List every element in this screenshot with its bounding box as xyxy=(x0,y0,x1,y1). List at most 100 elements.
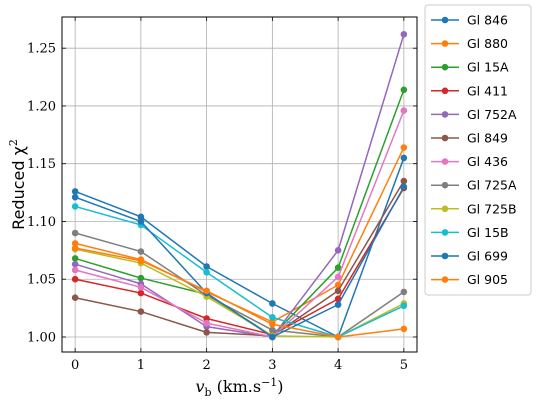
x-tick-label: 0 xyxy=(71,358,79,373)
legend-label: Gl 725B xyxy=(467,201,517,216)
legend-entry: Gl 849 xyxy=(431,131,508,146)
legend-label: Gl 880 xyxy=(467,36,508,51)
x-tick-label: 3 xyxy=(268,358,276,373)
data-point xyxy=(137,248,145,255)
legend-label: Gl 725A xyxy=(467,178,517,193)
y-tick-label: 1.15 xyxy=(27,157,56,172)
series-line xyxy=(75,247,404,338)
data-point xyxy=(71,229,79,237)
data-point xyxy=(400,183,408,191)
legend-label: Gl 752A xyxy=(467,107,517,122)
legend-marker xyxy=(441,181,449,189)
legend-entry: Gl 15A xyxy=(431,60,509,75)
legend-marker xyxy=(441,40,449,47)
data-point xyxy=(137,284,145,291)
x-axis-title: vb (km.s−1) xyxy=(195,376,283,399)
legend-entry: Gl 905 xyxy=(431,272,508,287)
legend-label: Gl 411 xyxy=(467,83,508,98)
data-point xyxy=(71,266,79,274)
data-point xyxy=(71,244,79,252)
series-gl-905 xyxy=(71,244,408,341)
y-tick-label: 1.00 xyxy=(27,330,56,345)
x-tick-label: 5 xyxy=(400,358,408,373)
legend-label: Gl 905 xyxy=(467,272,508,287)
series-line xyxy=(74,34,405,338)
data-point xyxy=(334,273,342,281)
data-point xyxy=(400,288,408,296)
legend-label: Gl 15A xyxy=(467,60,509,75)
legend-entry: Gl 846 xyxy=(431,13,508,28)
data-point xyxy=(334,333,342,341)
data-point xyxy=(400,325,408,333)
data-point xyxy=(400,154,408,162)
legend-marker xyxy=(441,205,449,213)
series-line xyxy=(74,232,405,338)
plot-frame xyxy=(61,16,418,353)
data-point xyxy=(269,314,276,321)
legend-entry: Gl 699 xyxy=(431,249,508,264)
data-point xyxy=(400,86,408,94)
data-point xyxy=(137,274,145,282)
data-point xyxy=(71,275,79,283)
data-point xyxy=(269,326,276,334)
data-point xyxy=(400,31,408,38)
data-point xyxy=(334,287,342,295)
data-point xyxy=(203,268,210,276)
series-line xyxy=(74,205,405,338)
legend-entry: Gl 15B xyxy=(431,225,509,240)
legend-entry: Gl 411 xyxy=(431,83,508,98)
legend: Gl 846 Gl 880 Gl 15A Gl 411 Gl 752A Gl 849 Gl … xyxy=(424,4,532,296)
data-point xyxy=(400,107,408,114)
data-point xyxy=(71,294,79,302)
y-axis-title: Reduced χ2 xyxy=(7,139,28,230)
x-tick-label: 4 xyxy=(334,358,342,373)
y-tick-label: 1.25 xyxy=(27,42,56,57)
legend-label: Gl 849 xyxy=(467,131,508,146)
data-point xyxy=(137,218,145,225)
data-point xyxy=(269,333,276,341)
y-tick-label: 1.20 xyxy=(27,99,56,114)
legend-label: Gl 15B xyxy=(467,225,509,240)
legend-entry: Gl 436 xyxy=(431,154,508,169)
legend-marker xyxy=(441,111,449,118)
legend-label: Gl 436 xyxy=(467,154,508,169)
legend-label: Gl 846 xyxy=(467,13,508,28)
data-point xyxy=(71,260,79,268)
series-line xyxy=(74,110,405,338)
x-tick-label: 1 xyxy=(137,358,145,373)
data-point xyxy=(400,177,408,185)
data-point xyxy=(137,308,145,315)
data-point xyxy=(203,319,210,327)
y-tick-label: 1.10 xyxy=(27,215,56,230)
ticks: 0 1 2 3 4 5 1.00 1.05 1.10 1.15 1.20 1.25 xyxy=(27,17,417,373)
legend-marker xyxy=(441,158,449,165)
data-point xyxy=(137,213,145,221)
data-point xyxy=(400,144,408,151)
series-line xyxy=(74,180,405,337)
data-point xyxy=(334,301,342,308)
data-point xyxy=(71,188,79,195)
data-point xyxy=(269,320,276,328)
legend-marker xyxy=(441,16,449,24)
data-point xyxy=(203,329,210,336)
plot-background xyxy=(62,17,417,352)
data-point xyxy=(400,302,408,310)
legend-entry: Gl 725A xyxy=(431,178,517,193)
data-point xyxy=(71,203,79,210)
data-point xyxy=(334,264,342,271)
legend-label: Gl 699 xyxy=(467,249,508,264)
y-tick-label: 1.05 xyxy=(27,273,56,288)
series-line xyxy=(74,157,405,338)
data-point xyxy=(71,193,79,201)
data-point xyxy=(334,247,342,254)
series-line xyxy=(74,186,405,338)
legend-marker xyxy=(441,276,449,283)
legend-marker xyxy=(441,134,449,142)
data-point xyxy=(203,263,210,270)
legend-marker xyxy=(441,87,449,95)
legend-entry: Gl 725B xyxy=(431,201,517,216)
data-point xyxy=(203,287,210,295)
data-point xyxy=(137,289,145,297)
series-line xyxy=(74,187,405,336)
